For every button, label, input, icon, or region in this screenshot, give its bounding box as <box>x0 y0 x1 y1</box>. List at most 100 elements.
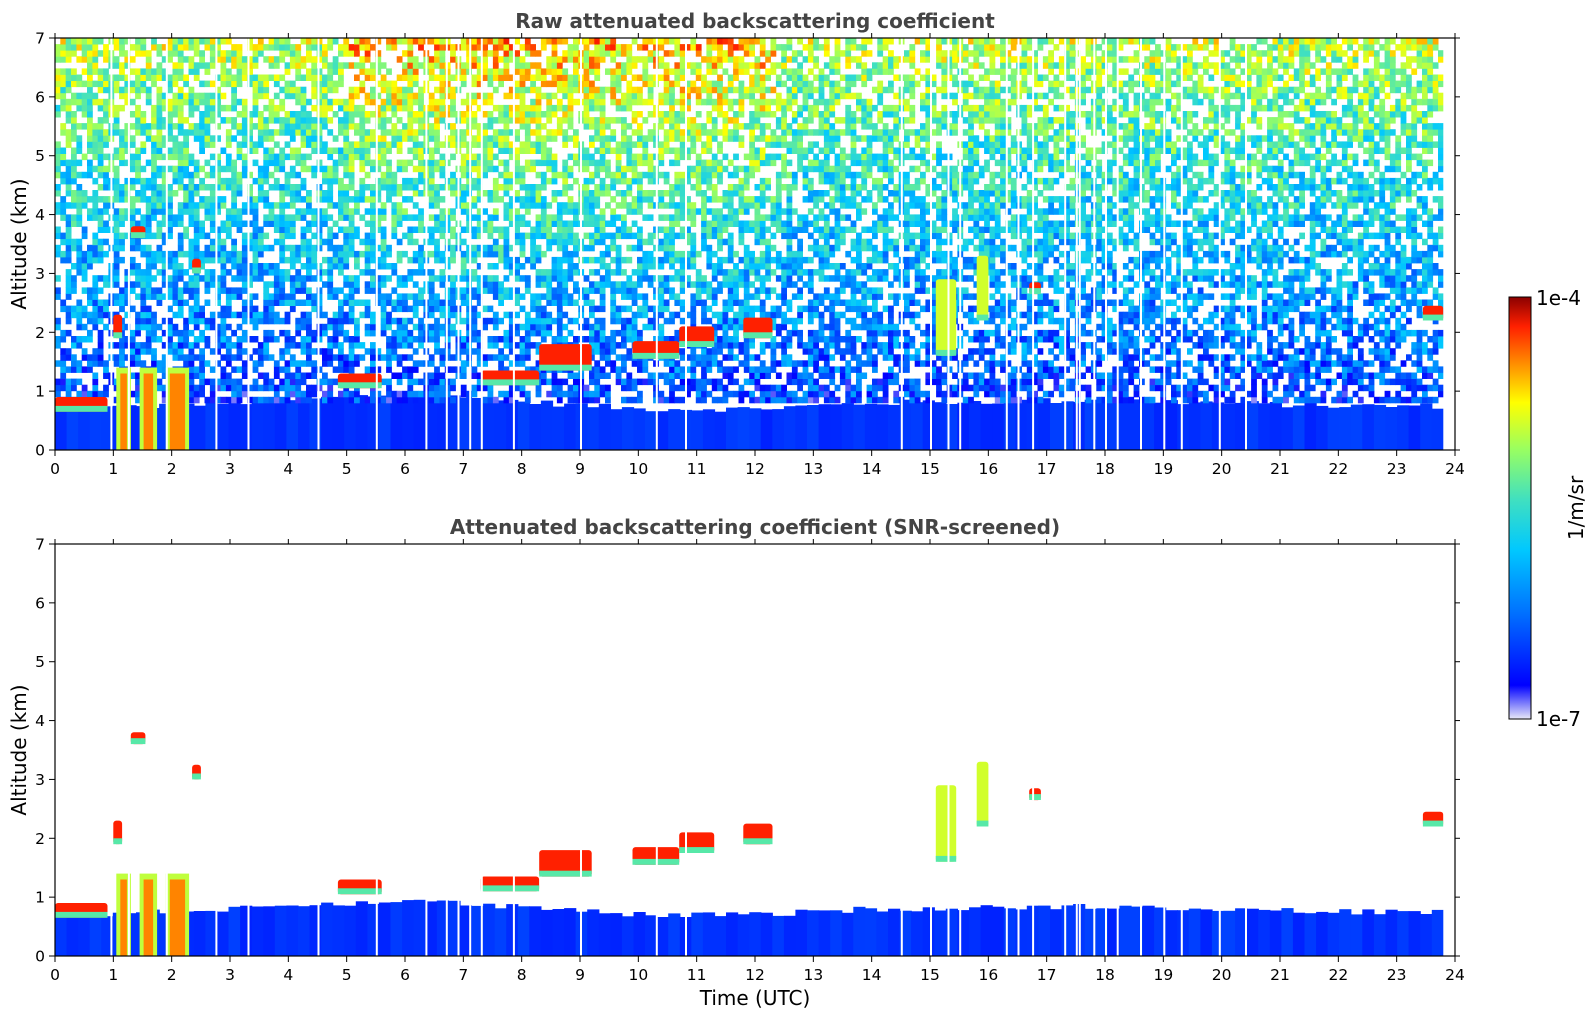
noise-cell <box>285 129 291 136</box>
noise-cell <box>82 306 88 313</box>
noise-cell <box>536 111 542 118</box>
noise-cell <box>402 397 408 404</box>
noise-cell <box>146 196 152 203</box>
noise-cell <box>642 56 648 63</box>
noise-cell <box>680 68 686 75</box>
noise-cell <box>594 148 600 155</box>
noise-cell <box>600 251 606 258</box>
noise-cell <box>269 135 275 142</box>
noise-cell <box>258 123 264 130</box>
noise-cell <box>140 360 146 367</box>
noise-cell <box>594 330 600 337</box>
noise-cell <box>498 348 504 355</box>
noise-cell <box>610 269 616 276</box>
noise-cell <box>418 105 424 112</box>
noise-cell <box>610 348 616 355</box>
noise-cell <box>157 385 163 392</box>
noise-cell <box>616 379 622 386</box>
noise-cell <box>226 293 232 300</box>
noise-cell <box>290 184 296 191</box>
noise-cell <box>189 184 195 191</box>
noise-cell <box>173 93 179 100</box>
noise-cell <box>642 75 648 82</box>
noise-cell <box>279 257 285 264</box>
noise-cell <box>311 385 317 392</box>
noise-cell <box>557 269 563 276</box>
noise-cell <box>87 257 93 264</box>
noise-cell <box>183 233 189 240</box>
noise-cell <box>397 184 403 191</box>
noise-cell <box>333 336 339 343</box>
noise-cell <box>658 312 664 319</box>
noise-cell <box>349 154 355 161</box>
noise-cell <box>482 160 488 167</box>
noise-cell <box>407 99 413 106</box>
boundary-layer-cell <box>1270 402 1282 450</box>
noise-cell <box>189 44 195 51</box>
noise-cell <box>520 99 526 106</box>
noise-cell <box>386 190 392 197</box>
noise-cell <box>397 342 403 349</box>
boundary-layer-cell <box>495 400 507 450</box>
noise-cell <box>541 251 547 258</box>
noise-cell <box>594 87 600 94</box>
noise-cell <box>669 50 675 57</box>
noise-cell <box>205 360 211 367</box>
noise-cell <box>231 202 237 209</box>
noise-cell <box>365 141 371 148</box>
noise-cell <box>173 251 179 258</box>
noise-cell <box>274 93 280 100</box>
noise-cell <box>178 38 184 45</box>
noise-cell <box>504 178 510 185</box>
noise-cell <box>391 87 397 94</box>
noise-cell <box>482 221 488 228</box>
noise-cell <box>359 135 365 142</box>
noise-cell <box>370 324 376 331</box>
noise-cell <box>333 68 339 75</box>
noise-cell <box>290 123 296 130</box>
noise-cell <box>87 160 93 167</box>
noise-cell <box>584 154 590 161</box>
noise-cell <box>119 68 125 75</box>
noise-cell <box>520 391 526 398</box>
noise-cell <box>194 75 200 82</box>
noise-cell <box>600 123 606 130</box>
noise-cell <box>258 348 264 355</box>
noise-cell <box>146 245 152 252</box>
noise-cell <box>71 38 77 45</box>
noise-cell <box>231 50 237 57</box>
noise-cell <box>610 117 616 124</box>
noise-cell <box>530 324 536 331</box>
noise-cell <box>237 190 243 197</box>
noise-cell <box>498 160 504 167</box>
noise-cell <box>354 50 360 57</box>
noise-cell <box>429 385 435 392</box>
noise-cell <box>674 293 680 300</box>
noise-cell <box>429 129 435 136</box>
noise-cell <box>279 287 285 294</box>
noise-cell <box>135 160 141 167</box>
noise-cell <box>194 202 200 209</box>
noise-cell <box>488 354 494 361</box>
noise-cell <box>434 111 440 118</box>
noise-cell <box>274 300 280 307</box>
noise-cell <box>664 300 670 307</box>
noise-cell <box>584 44 590 51</box>
noise-cell <box>210 196 216 203</box>
noise-cell <box>263 397 269 404</box>
noise-cell <box>674 111 680 118</box>
noise-cell <box>696 190 702 197</box>
noise-cell <box>429 62 435 69</box>
noise-cell <box>450 44 456 51</box>
noise-cell <box>263 196 269 203</box>
noise-cell <box>621 385 627 392</box>
noise-cell <box>514 50 520 57</box>
noise-cell <box>642 154 648 161</box>
boundary-layer-cell <box>981 404 993 450</box>
noise-cell <box>295 287 301 294</box>
noise-cell <box>616 172 622 179</box>
noise-cell <box>541 141 547 148</box>
noise-cell <box>434 245 440 252</box>
noise-cell <box>60 81 66 88</box>
noise-cell <box>493 281 499 288</box>
